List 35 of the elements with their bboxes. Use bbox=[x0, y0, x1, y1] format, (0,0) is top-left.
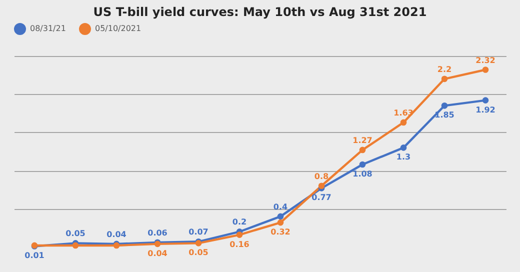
point bbox=[277, 213, 284, 220]
data-label: 0.2 bbox=[232, 218, 247, 227]
data-label: 1.27 bbox=[352, 136, 372, 145]
data-label: 0.77 bbox=[312, 193, 332, 202]
data-label: 1.92 bbox=[476, 105, 496, 114]
point bbox=[441, 102, 448, 109]
point bbox=[359, 161, 366, 168]
data-label: 0.4 bbox=[273, 202, 288, 212]
legend-label: 08/31/21 bbox=[30, 24, 66, 33]
data-label: 0.06 bbox=[148, 228, 168, 238]
point bbox=[482, 97, 489, 104]
data-label: 1.08 bbox=[352, 169, 373, 178]
data-label: 0.32 bbox=[270, 228, 290, 237]
data-label: 2.32 bbox=[476, 56, 496, 65]
data-label: 0.05 bbox=[66, 229, 86, 238]
data-label: 2.2 bbox=[437, 64, 452, 74]
data-label: 0.04 bbox=[148, 248, 168, 258]
data-label: 0.8 bbox=[314, 172, 330, 181]
data-label: 0.05 bbox=[188, 248, 209, 258]
point bbox=[277, 219, 284, 226]
point bbox=[482, 66, 489, 73]
data-label: 0.16 bbox=[230, 240, 250, 249]
point bbox=[400, 119, 407, 126]
chart-title: US T-bill yield curves: May 10th vs Aug 31st 2021 bbox=[93, 5, 427, 19]
point bbox=[359, 146, 366, 154]
point bbox=[72, 242, 79, 249]
point bbox=[236, 232, 243, 238]
point bbox=[441, 76, 448, 82]
legend-label: 05/10/2021 bbox=[95, 24, 142, 33]
point bbox=[318, 182, 325, 190]
point bbox=[400, 144, 407, 151]
data-label: 0.04 bbox=[106, 230, 127, 239]
data-label: 0.01 bbox=[24, 251, 45, 260]
data-label: 1.3 bbox=[396, 152, 411, 162]
data-label: 0.07 bbox=[188, 228, 208, 237]
